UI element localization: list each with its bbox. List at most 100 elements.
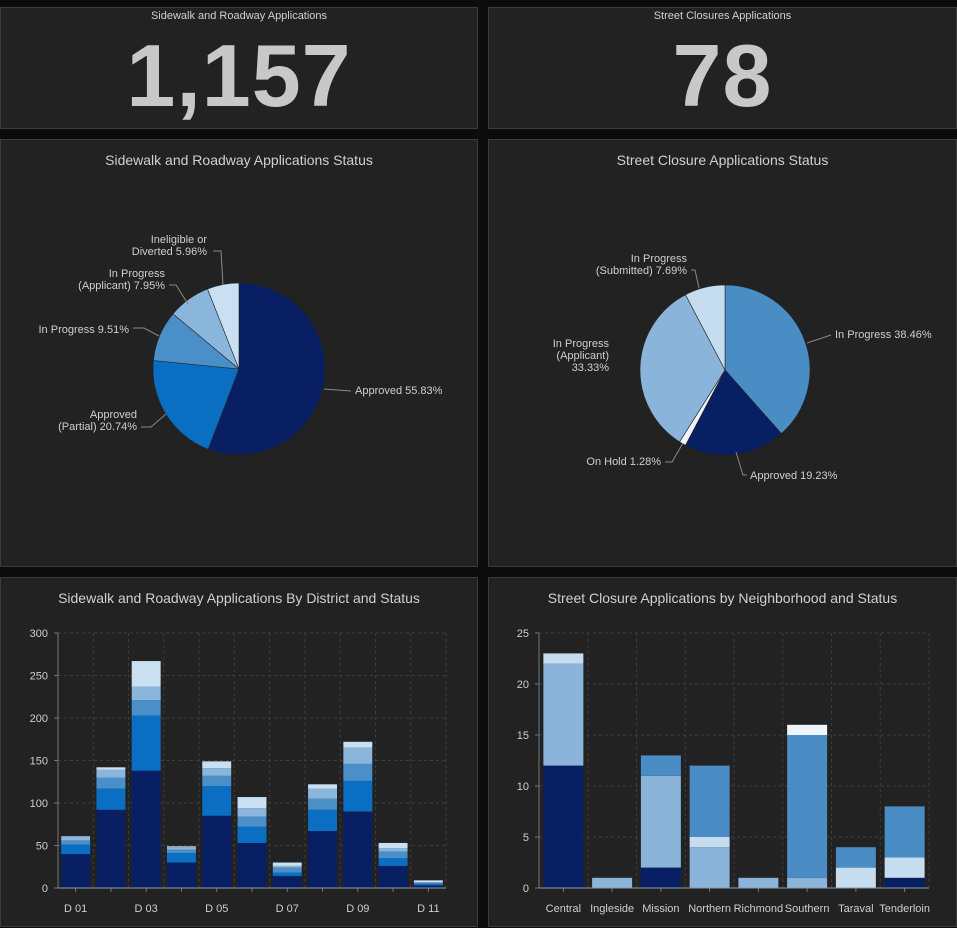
bar-segment [689,847,730,888]
bar-segment [413,882,443,884]
bar-segment [343,747,373,764]
x-tick-label: Mission [642,903,679,915]
bar-segment [378,851,408,859]
slice-label-line: In Progress [631,253,688,265]
bar-segment [272,872,302,877]
pie-slice [685,369,782,456]
x-tick-label: D 07 [276,903,299,915]
slice-label-line: 33.33% [572,362,610,374]
bar-segment [202,775,232,786]
leader-line [133,327,160,337]
kpi-title: Sidewalk and Roadway Applications [150,10,328,22]
slice-label: Ineligible or Diverted 5.96% [132,234,208,258]
bar-segment [131,715,161,771]
bar-segment [413,882,443,883]
bar-segment [308,831,338,888]
slice-label: Approved 55.83% [355,385,443,397]
bar-segment [378,842,408,849]
leader-line [169,284,189,305]
bar-segment [166,849,196,854]
y-tick-label: 50 [36,841,48,853]
bar-segment [308,798,338,810]
bar-segment [272,862,302,866]
leader-line [213,250,224,286]
slice-label: Approved (Partial) 20.74% [58,409,137,433]
slice-label-line: Diverted 5.96% [132,246,207,258]
slice-label: In Progress (Submitted) 7.69% [596,253,688,277]
slice-label-line: Approved [90,409,137,421]
y-tick-label: 300 [30,628,48,640]
bar-segment [61,840,91,845]
x-tick-label: D 09 [346,903,369,915]
bar-segment [96,769,126,778]
chart-title: Street Closure Applications by Neighborh… [547,590,898,606]
kpi-value: 1,157 [126,26,352,125]
street-closure-status-pie-panel: Street Closure Applications Status In Pr… [488,139,957,567]
x-tick-label: D 01 [64,903,87,915]
pie-slice [207,282,326,456]
bar-segment [378,848,408,852]
slice-label-line: Approved 55.83% [355,385,443,397]
neighborhood-bar-panel: Street Closure Applications by Neighborh… [488,577,957,927]
leader-line [323,388,352,392]
y-tick-label: 0 [42,883,48,895]
bar-segment [543,653,584,664]
bar-segment [237,816,267,827]
bar-segment [413,885,443,888]
bar-segment [166,853,196,863]
bar-segment [343,741,373,748]
x-tick-label: D 03 [135,903,158,915]
slice-label-line: (Submitted) 7.69% [596,265,687,277]
bar-segment [884,806,925,858]
district-bar-panel: Sidewalk and Roadway Applications By Dis… [0,577,478,927]
bar-segment [308,788,338,799]
slice-label-line: In Progress 38.46% [835,329,932,341]
x-tick-label: Northern [688,903,731,915]
y-tick-label: 25 [517,628,529,640]
bar-segment [166,862,196,888]
bar-segment [96,767,126,770]
bar-segment [640,775,681,868]
leader-line [806,334,832,344]
bar-chart: 0 5 10 15 20 25 Central Ingleside Mission Norther… [517,628,930,915]
chart-title: Sidewalk and Roadway Applications By Dis… [58,590,420,606]
y-tick-label: 100 [30,798,48,810]
bar-segment [787,724,828,735]
slice-label: In Progress 9.51% [39,324,130,336]
x-tick-label: Central [546,903,581,915]
bar-segment [308,784,338,789]
bar-segment [202,768,232,776]
y-tick-label: 10 [517,781,529,793]
pie-chart: In Progress 38.46% Approved 19.23% On Hold… [553,253,932,482]
y-tick-label: 250 [30,671,48,683]
x-tick-label: Taraval [838,903,873,915]
bar-segment [272,867,302,873]
bar-segment [543,765,584,888]
bar-segment [202,815,232,888]
bar-segment [640,755,681,776]
slice-label: In Progress 38.46% [835,329,932,341]
x-tick-label: Tenderloin [879,903,930,915]
kpi-title: Street Closures Applications [653,10,792,22]
bar-segment [689,765,730,837]
bar-segment [237,842,267,888]
slice-label: In Progress (Applicant) 7.95% [78,268,165,292]
bar-segment [787,877,828,888]
bar-segment [413,880,443,883]
bar-segment [96,777,126,789]
bar-segment [343,811,373,888]
y-tick-label: 150 [30,756,48,768]
bar-segment [96,809,126,888]
bar-segment [835,847,876,868]
slice-label-line: On Hold 1.28% [586,456,661,468]
pie-slice [639,294,726,443]
bar-segment [592,877,633,888]
slice-label-line: In Progress [109,268,166,280]
pie-chart: Approved 55.83% Approved (Partial) 20.74% I… [39,234,443,456]
leader-line [141,413,167,428]
slice-label-line: In Progress 9.51% [39,324,130,336]
bar-segment [202,761,232,769]
x-tick-label: Richmond [734,903,784,915]
slice-label-line: (Applicant) 7.95% [78,280,165,292]
slice-label-line: Ineligible or [151,234,208,246]
